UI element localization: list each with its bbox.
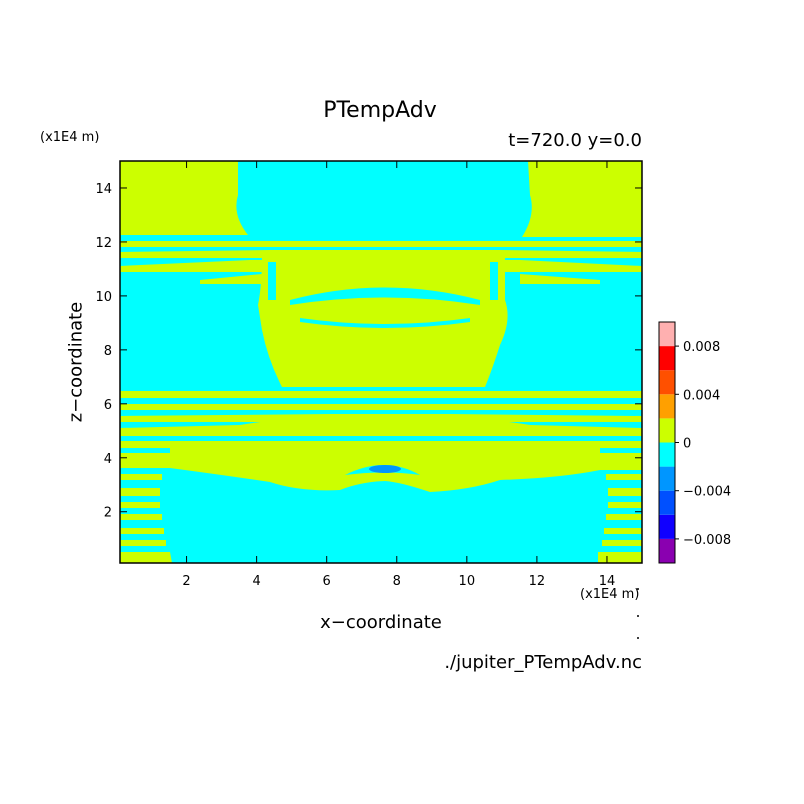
x-tick-label: 12 <box>529 574 546 589</box>
plot-frame <box>119 160 643 564</box>
source-filename: ./jupiter_PTempAdv.nc <box>444 652 642 673</box>
contour-field <box>120 161 642 563</box>
colorbar-tick-label: 0.008 <box>683 340 720 355</box>
field-band-6 <box>120 391 642 398</box>
y-tick-label: 10 <box>95 290 112 305</box>
colorbar-swatch <box>659 346 675 371</box>
field-band-5 <box>520 274 600 284</box>
field-band-4 <box>200 274 262 284</box>
x-tick-label: 4 <box>252 574 260 589</box>
colorbar-swatch <box>659 322 675 347</box>
marker-dot-1 <box>637 588 639 590</box>
colorbar-swatch <box>659 466 675 491</box>
field-positive-top-left <box>120 161 248 235</box>
x-axis-ticks: 2 4 6 8 10 12 14 <box>182 161 615 589</box>
field-band-2 <box>120 250 642 258</box>
colorbar-swatch <box>659 514 675 539</box>
field-stripes-left <box>120 474 172 563</box>
colorbar-swatch <box>659 442 675 467</box>
field-negative-lower-gap-3 <box>600 448 642 453</box>
x-tick-label: 10 <box>459 574 476 589</box>
field-negative-post-right <box>490 262 498 300</box>
y-tick-label: 6 <box>104 398 112 413</box>
colorbar-tick-label: −0.008 <box>683 533 731 548</box>
colorbar-tick-label: −0.004 <box>683 485 731 500</box>
field-negative-lower-gap-2 <box>120 448 170 453</box>
colorbar: −0.008 −0.004 0 0.004 0.008 <box>658 321 731 564</box>
field-band-1 <box>120 241 642 247</box>
field-positive-lower <box>120 416 642 492</box>
colorbar-swatch <box>659 538 675 563</box>
x-tick-label: 14 <box>599 574 616 589</box>
x-axis-unit: (x1E4 m) <box>580 587 640 602</box>
chart-title: PTempAdv <box>323 98 437 123</box>
field-positive-central <box>258 255 508 387</box>
colorbar-swatch <box>659 418 675 443</box>
field-stripes-right <box>598 474 642 563</box>
colorbar-swatch <box>659 370 675 395</box>
y-tick-label: 12 <box>95 236 112 251</box>
colorbar-swatch <box>659 490 675 515</box>
y-tick-label: 14 <box>95 182 112 197</box>
x-tick-label: 2 <box>182 574 190 589</box>
field-negative-lower-gap-1 <box>120 436 642 441</box>
field-positive-top-right <box>522 161 642 237</box>
field-minimum <box>369 465 401 473</box>
y-axis-unit: (x1E4 m) <box>40 130 100 145</box>
time-label: t=720.0 y=0.0 <box>508 130 642 151</box>
field-negative-arch <box>290 287 480 305</box>
colorbar-tick-label: 0 <box>683 437 691 452</box>
field-negative-strip <box>300 318 470 328</box>
y-tick-label: 4 <box>104 452 112 467</box>
field-negative-post-left <box>268 262 276 300</box>
field-band-7 <box>120 404 642 410</box>
y-tick-label: 2 <box>104 506 112 521</box>
x-tick-label: 6 <box>323 574 331 589</box>
marker-dot-2 <box>637 615 639 617</box>
y-tick-label: 8 <box>104 344 112 359</box>
colorbar-swatch <box>659 394 675 419</box>
marker-dot-3 <box>637 637 639 639</box>
colorbar-tick-label: 0.004 <box>683 388 720 403</box>
x-tick-label: 8 <box>393 574 401 589</box>
y-axis-ticks: 2 4 6 8 10 12 14 <box>95 182 642 521</box>
x-axis-label: x−coordinate <box>320 612 442 633</box>
